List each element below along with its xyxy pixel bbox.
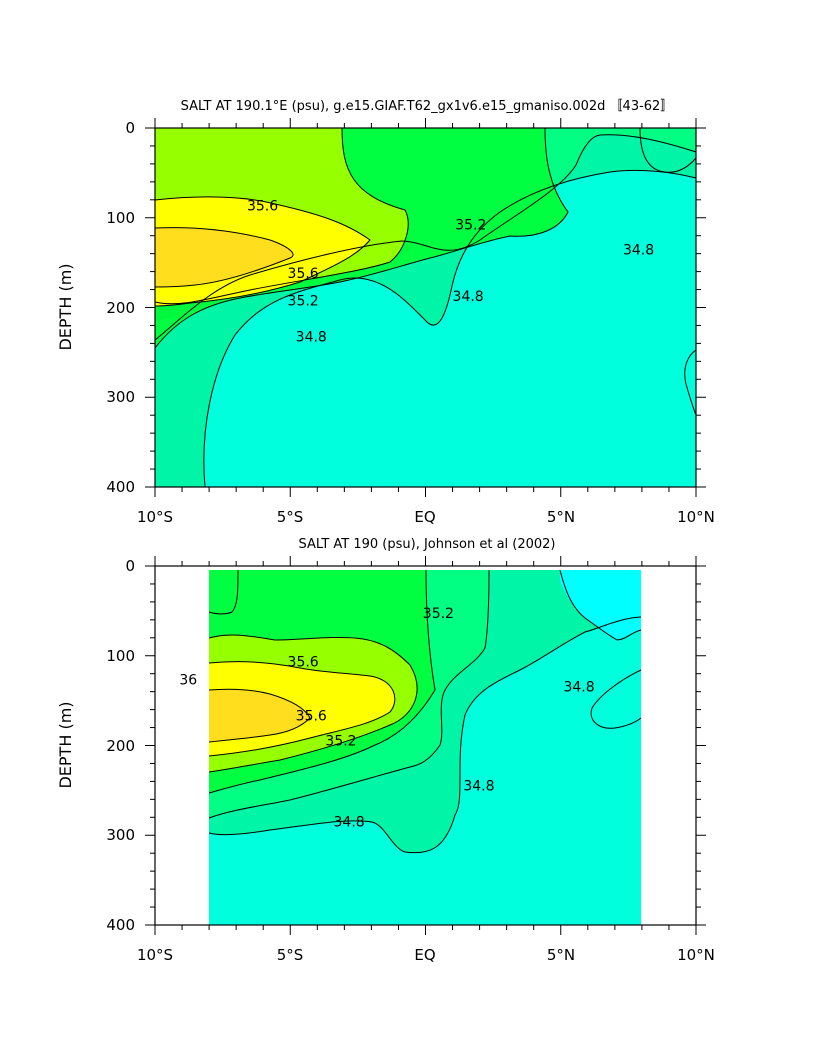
x-tick-label: 5°N [547,508,575,526]
contour-label: 35.2 [423,606,454,622]
panel-top-fill [155,128,696,487]
panel-bottom-ytick-labels: 0 100 200 300 400 [106,557,135,934]
panel-bottom-contour-labels: 36 35.6 35.6 35.2 35.2 34.8 34.8 34.8 [179,606,594,830]
contour-label: 36 [179,672,197,688]
contour-label: 34.8 [453,289,484,305]
panel-bottom-ticks [145,556,706,935]
x-tick-label: EQ [414,508,435,526]
panel-bottom-contours [208,569,642,854]
y-tick-label: 300 [106,826,135,844]
contour-label: 35.6 [296,708,327,724]
y-tick-label: 200 [106,299,135,317]
y-tick-label: 400 [106,916,135,934]
panel-top-ylabel: DEPTH (m) [56,263,75,350]
x-tick-label: 10°S [137,508,173,526]
x-tick-label: 5°N [547,946,575,964]
panel-top-title: SALT AT 190.1°E (psu), g.e15.GIAF.T62_gx… [181,99,674,114]
y-tick-label: 100 [106,647,135,665]
contour-label: 34.8 [296,330,327,346]
panel-top-contour-labels: 35.6 35.6 35.2 34.8 35.2 34.8 34.8 [247,199,654,346]
contour-label: 34.8 [563,680,594,696]
contour-label: 35.2 [325,734,356,750]
y-tick-label: 0 [125,119,135,137]
x-tick-label: 5°S [277,508,304,526]
x-tick-label: EQ [414,946,435,964]
y-tick-label: 0 [125,557,135,575]
panel-bottom-xtick-labels: 10°S 5°S EQ 5°N 10°N [137,946,715,964]
contour-label: 34.8 [463,778,494,794]
y-tick-label: 200 [106,737,135,755]
contour-label: 35.6 [288,655,319,671]
panel-top-ytick-labels: 0 100 200 300 400 [106,119,135,496]
x-tick-label: 10°N [677,508,715,526]
panel-top-ticks [145,118,706,497]
panel-bottom-fill [209,570,641,925]
panel-top-contours [154,127,697,488]
panel-top-xtick-labels: 10°S 5°S EQ 5°N 10°N [137,508,715,526]
contour-label: 35.2 [455,217,486,233]
contour-label: 34.8 [334,814,365,830]
y-tick-label: 100 [106,209,135,227]
x-tick-label: 10°S [137,946,173,964]
y-tick-label: 400 [106,478,135,496]
panel-top-model: SALT AT 190.1°E (psu), g.e15.GIAF.T62_gx… [56,99,715,526]
x-tick-label: 5°S [277,946,304,964]
y-tick-label: 300 [106,388,135,406]
contour-label: 35.6 [247,199,278,215]
contour-label: 35.6 [288,266,319,282]
panel-bottom-title: SALT AT 190 (psu), Johnson et al (2002) [298,537,555,552]
panel-bottom-observed: SALT AT 190 (psu), Johnson et al (2002) … [56,537,715,964]
contour-label: 34.8 [623,243,654,259]
panel-bottom-ylabel: DEPTH (m) [56,701,75,788]
contour-label: 35.2 [288,294,319,310]
x-tick-label: 10°N [677,946,715,964]
